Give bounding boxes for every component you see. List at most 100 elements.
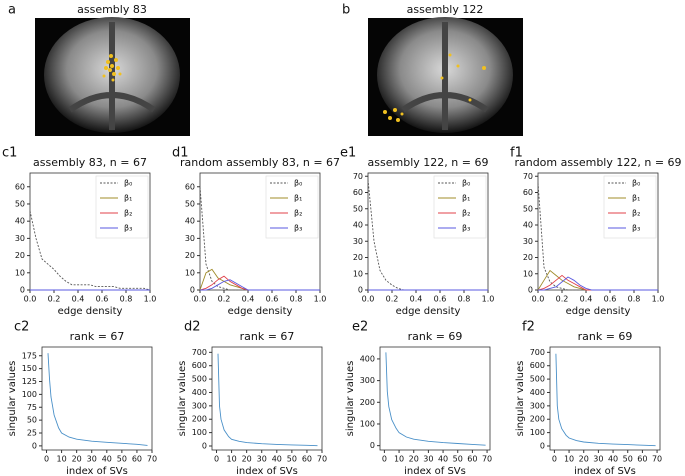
x-tick-label: 30 (593, 455, 603, 464)
y-tick-label: 700 (192, 348, 207, 357)
y-tick-label: 50 (27, 416, 37, 425)
plot-frame (211, 346, 323, 451)
x-tick-label: 20 (409, 455, 419, 464)
x-tick-label: 0.2 (48, 295, 61, 304)
x-axis-label: index of SVs (66, 466, 128, 476)
x-tick-label: 70 (652, 455, 662, 464)
series-line (555, 353, 656, 447)
x-tick-label: 0.4 (410, 295, 423, 304)
legend-label: β₁ (124, 194, 132, 203)
y-tick-label: 40 (185, 217, 195, 226)
x-tick-label: 0.2 (386, 295, 399, 304)
series-line (537, 274, 658, 291)
x-tick-label: 40 (608, 455, 618, 464)
legend-label: β₀ (632, 179, 640, 188)
y-tick-label: 400 (530, 388, 545, 397)
y-tick-label: 200 (360, 398, 375, 407)
y-tick-label: 70 (523, 172, 533, 181)
y-axis-label: singular values (345, 361, 356, 437)
image-title: assembly 122 (407, 3, 484, 16)
x-tick-label: 0.2 (556, 295, 569, 304)
chart-panel: e1 assembly 122, n = 69 0.0 0.2 0.4 0.6 0.8 1.0… (340, 146, 494, 318)
y-tick-label: 40 (523, 221, 533, 230)
image-title: assembly 83 (77, 3, 147, 16)
y-tick-label: 200 (192, 415, 207, 424)
x-tick-label: 0.8 (290, 295, 303, 304)
y-tick-label: 70 (353, 172, 363, 181)
x-tick-label: 50 (623, 455, 633, 464)
y-tick-label: 600 (192, 361, 207, 370)
y-tick-label: 125 (22, 377, 37, 386)
y-tick-label: 0 (190, 286, 195, 295)
x-tick-label: 60 (132, 455, 142, 464)
x-tick-label: 1.0 (482, 295, 495, 304)
legend-label: β₀ (294, 179, 302, 188)
x-tick-label: 70 (147, 455, 157, 464)
y-tick-label: 60 (523, 188, 533, 197)
y-tick-label: 60 (185, 182, 195, 191)
y-tick-label: 100 (192, 428, 207, 437)
x-axis-label: edge density (58, 306, 123, 317)
y-tick-label: 400 (360, 354, 375, 363)
y-tick-label: 50 (185, 199, 195, 208)
x-tick-label: 0.0 (194, 295, 207, 304)
y-tick-label: 75 (27, 403, 37, 412)
y-tick-label: 200 (530, 415, 545, 424)
y-tick-label: 0 (540, 441, 545, 450)
panel-label: d2 (184, 320, 201, 335)
x-tick-label: 70 (482, 455, 492, 464)
y-tick-label: 400 (192, 388, 207, 397)
legend-label: β₃ (462, 224, 470, 233)
x-axis-label: edge density (228, 306, 293, 317)
x-tick-label: 10 (226, 455, 236, 464)
y-tick-label: 30 (353, 237, 363, 246)
brain-structure (68, 22, 156, 130)
series-line (47, 353, 148, 446)
legend-label: β₂ (632, 209, 640, 218)
y-tick-label: 175 (22, 351, 37, 360)
chart-panel: c2 rank = 67 0 10 20 30 40 50 60 70 0 25 50 75 100 125 1… (7, 320, 157, 476)
y-tick-label: 30 (15, 234, 25, 243)
x-tick-label: 20 (72, 455, 82, 464)
legend-label: β₁ (632, 194, 640, 203)
y-tick-label: 10 (523, 269, 533, 278)
y-axis-label: singular values (515, 361, 526, 437)
y-tick-label: 0 (20, 286, 25, 295)
y-tick-label: 300 (192, 401, 207, 410)
x-tick-label: 0.2 (218, 295, 231, 304)
x-tick-label: 0.6 (266, 295, 279, 304)
chart-panel: e2 rank = 69 0 10 20 30 40 50 60 70 0 100 200 300 400 i… (345, 320, 492, 476)
image-panel-b: b assembly 122 (342, 3, 523, 136)
panel-label: c2 (14, 320, 29, 335)
x-tick-label: 70 (317, 455, 327, 464)
y-tick-label: 500 (530, 375, 545, 384)
y-tick-label: 30 (523, 237, 533, 246)
legend-label: β₃ (632, 224, 640, 233)
panel-label: f1 (510, 146, 523, 161)
x-tick-label: 0.8 (628, 295, 641, 304)
image-panel-a: a assembly 83 (8, 3, 190, 136)
x-tick-label: 0.8 (458, 295, 471, 304)
x-tick-label: 30 (423, 455, 433, 464)
legend-label: β₁ (462, 194, 470, 203)
y-tick-label: 600 (530, 361, 545, 370)
y-axis-label: singular values (7, 361, 18, 437)
legend-label: β₂ (294, 209, 302, 218)
x-tick-label: 1.0 (652, 295, 665, 304)
legend-label: β₂ (124, 209, 132, 218)
x-tick-label: 0.4 (242, 295, 255, 304)
panel-label: b (342, 3, 350, 18)
y-axis-label: singular values (177, 361, 188, 437)
x-tick-label: 10 (56, 455, 66, 464)
y-tick-label: 10 (353, 269, 363, 278)
y-tick-label: 25 (27, 429, 37, 438)
y-tick-label: 50 (523, 204, 533, 213)
x-tick-label: 60 (467, 455, 477, 464)
x-tick-label: 20 (579, 455, 589, 464)
x-tick-label: 0.0 (532, 295, 545, 304)
legend-label: β₃ (294, 224, 302, 233)
y-tick-label: 0 (370, 441, 375, 450)
chart-title: rank = 69 (408, 330, 463, 343)
x-tick-label: 30 (257, 455, 267, 464)
